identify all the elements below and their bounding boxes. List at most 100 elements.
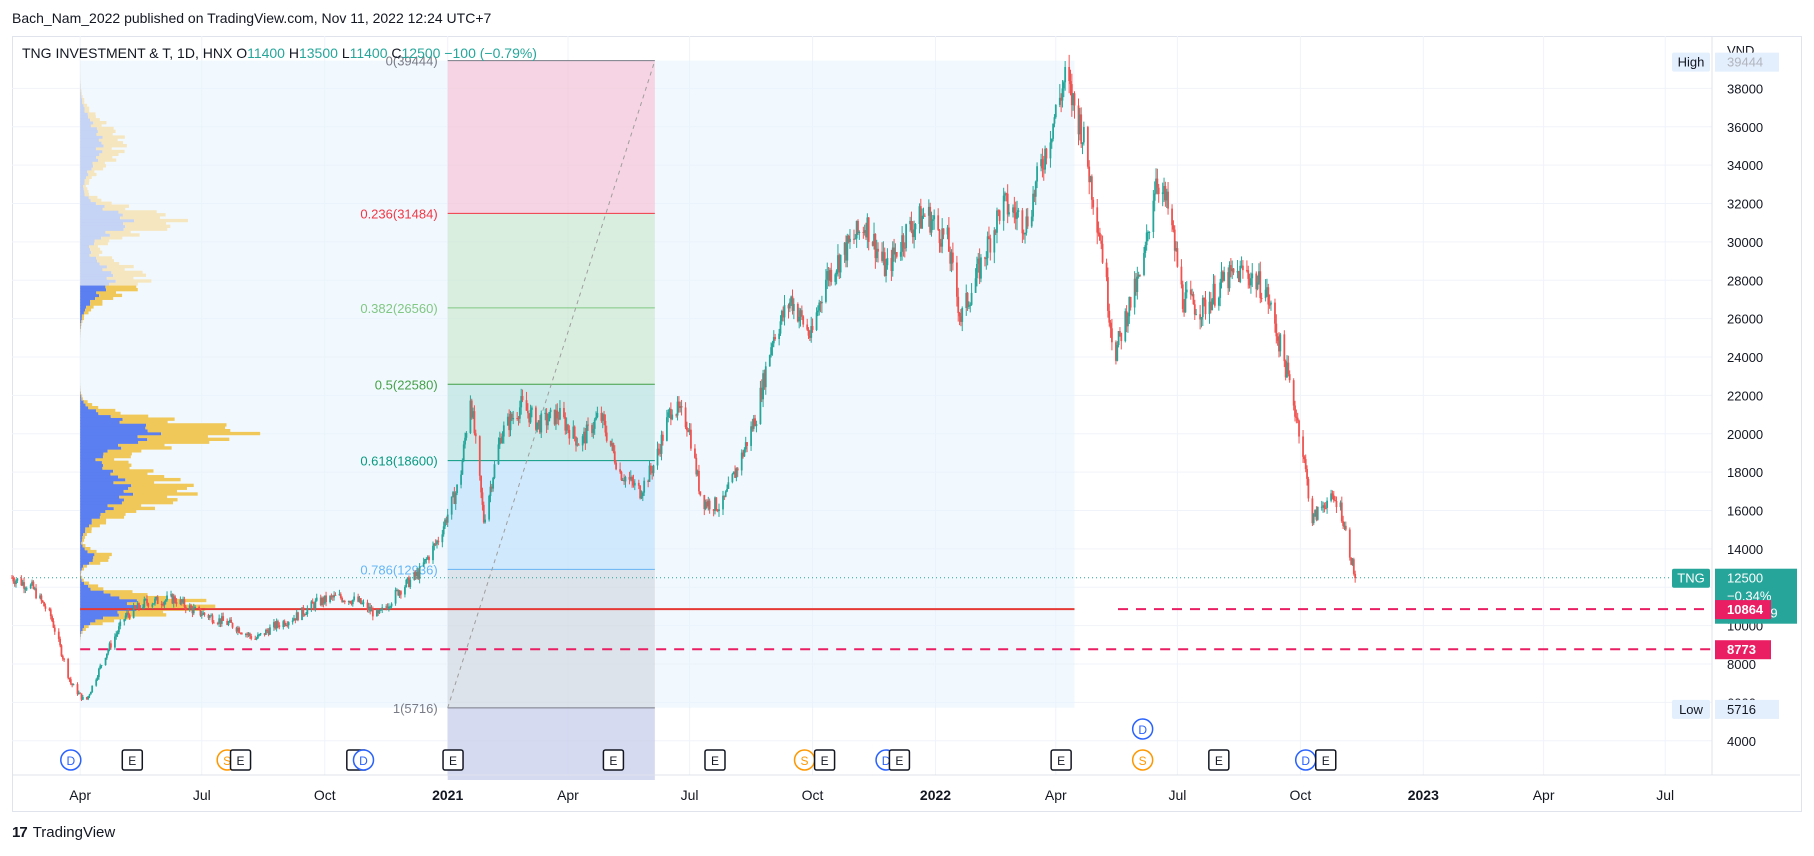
candle-body bbox=[923, 215, 926, 217]
candle-body bbox=[283, 621, 286, 626]
candle-body bbox=[724, 491, 727, 497]
vp-bar-down bbox=[80, 279, 116, 283]
candle-body bbox=[679, 406, 682, 408]
candle-body bbox=[575, 436, 577, 446]
candle-body bbox=[1331, 493, 1334, 496]
vp-bar-up bbox=[108, 282, 138, 286]
vp-bar-down bbox=[80, 423, 147, 427]
candle-body bbox=[437, 540, 440, 543]
candle-body bbox=[25, 588, 28, 590]
earnings-marker-label[interactable]: E bbox=[1215, 754, 1223, 768]
candle-body bbox=[696, 470, 699, 475]
vp-bar-up bbox=[113, 506, 155, 511]
y-tick-label: 30000 bbox=[1727, 235, 1763, 250]
split-marker-label[interactable]: S bbox=[801, 754, 809, 768]
vp-bar-up bbox=[91, 250, 103, 254]
candle-body bbox=[1082, 127, 1085, 143]
vp-bar-up bbox=[122, 417, 175, 421]
candle-body bbox=[751, 426, 754, 429]
fib-zone bbox=[447, 213, 655, 308]
candle-body bbox=[1049, 142, 1052, 159]
vp-bar-down bbox=[80, 518, 92, 522]
vp-bar-up bbox=[99, 515, 125, 519]
dividend-marker-label[interactable]: D bbox=[1138, 723, 1147, 737]
candle-body bbox=[694, 448, 696, 458]
candle-body bbox=[351, 599, 354, 605]
candle-body bbox=[647, 480, 650, 482]
candle-body bbox=[1002, 195, 1005, 221]
candle-body bbox=[444, 519, 446, 527]
candle-body bbox=[135, 607, 138, 609]
candle-body bbox=[501, 436, 504, 443]
earnings-marker-label[interactable]: E bbox=[237, 754, 245, 768]
earnings-marker-label[interactable]: E bbox=[821, 754, 829, 768]
candle-body bbox=[432, 545, 434, 561]
candle-body bbox=[605, 432, 608, 441]
candle-body bbox=[1275, 323, 1278, 337]
earnings-marker-label[interactable]: E bbox=[449, 754, 457, 768]
candle-body bbox=[845, 242, 847, 261]
candle-body bbox=[649, 465, 652, 471]
candle-body bbox=[947, 227, 950, 252]
dividend-marker-label[interactable]: D bbox=[882, 754, 891, 768]
vp-bar-up bbox=[118, 210, 157, 214]
vp-bar-down bbox=[80, 207, 103, 211]
vp-bar-up bbox=[118, 443, 165, 447]
earnings-marker bbox=[888, 749, 911, 771]
candle-body bbox=[1173, 229, 1176, 251]
y-tick-label: 14000 bbox=[1727, 542, 1763, 557]
footer-brand[interactable]: TradingView bbox=[32, 824, 116, 841]
candle-body bbox=[637, 482, 640, 486]
vp-bar-up bbox=[111, 270, 143, 275]
candle-body bbox=[559, 407, 561, 420]
candle-body bbox=[1255, 273, 1258, 290]
low-value-label: 5716 bbox=[1727, 702, 1756, 717]
vp-bar-down bbox=[80, 414, 111, 418]
vp-bar-down bbox=[80, 475, 118, 479]
candle-body bbox=[609, 440, 612, 446]
earnings-marker-label[interactable]: E bbox=[711, 754, 719, 768]
vp-bar-up bbox=[107, 503, 142, 508]
candle-body bbox=[453, 492, 456, 504]
earnings-marker-label[interactable]: E bbox=[1322, 754, 1330, 768]
dividend-marker-label[interactable]: D bbox=[359, 754, 368, 768]
candle-body bbox=[361, 603, 364, 605]
candle-body bbox=[319, 597, 322, 606]
candle-body bbox=[651, 470, 654, 474]
earnings-marker-label[interactable]: E bbox=[128, 754, 136, 768]
dividend-marker-label[interactable]: D bbox=[66, 754, 75, 768]
vp-bar-up bbox=[138, 440, 210, 444]
candle-body bbox=[592, 428, 595, 434]
candle-body bbox=[414, 572, 417, 577]
vp-bar-down bbox=[80, 397, 82, 401]
x-tick-label: Jul bbox=[1168, 787, 1186, 803]
tradingview-logo-icon[interactable]: 17 bbox=[12, 824, 28, 841]
vp-bar-down bbox=[80, 483, 132, 488]
candle-body bbox=[1153, 193, 1156, 201]
candle-body bbox=[386, 606, 389, 609]
candle-body bbox=[1133, 278, 1136, 308]
candle-body bbox=[641, 492, 644, 497]
candle-body bbox=[151, 604, 154, 607]
split-marker-label[interactable]: S bbox=[223, 754, 231, 768]
candle-body bbox=[323, 595, 326, 604]
candle-body bbox=[72, 684, 75, 686]
vp-bar-up bbox=[106, 276, 134, 280]
split-marker-label[interactable]: S bbox=[1139, 754, 1147, 768]
candle-body bbox=[762, 373, 765, 400]
vp-bar-up bbox=[86, 305, 94, 309]
vp-bar-down bbox=[80, 227, 124, 231]
candle-body bbox=[537, 420, 540, 423]
candle-body bbox=[321, 597, 323, 606]
dividend-marker-label[interactable]: D bbox=[1301, 754, 1310, 768]
earnings-marker-label[interactable]: E bbox=[609, 754, 617, 768]
vp-bar-up bbox=[95, 618, 115, 623]
candle-body bbox=[1312, 514, 1315, 524]
candle-body bbox=[556, 410, 559, 419]
vp-bar-down bbox=[80, 552, 95, 557]
vp-bar-up bbox=[103, 616, 132, 620]
candle-body bbox=[1030, 216, 1033, 227]
earnings-marker-label[interactable]: E bbox=[895, 754, 903, 768]
earnings-marker-label[interactable]: E bbox=[1057, 754, 1065, 768]
